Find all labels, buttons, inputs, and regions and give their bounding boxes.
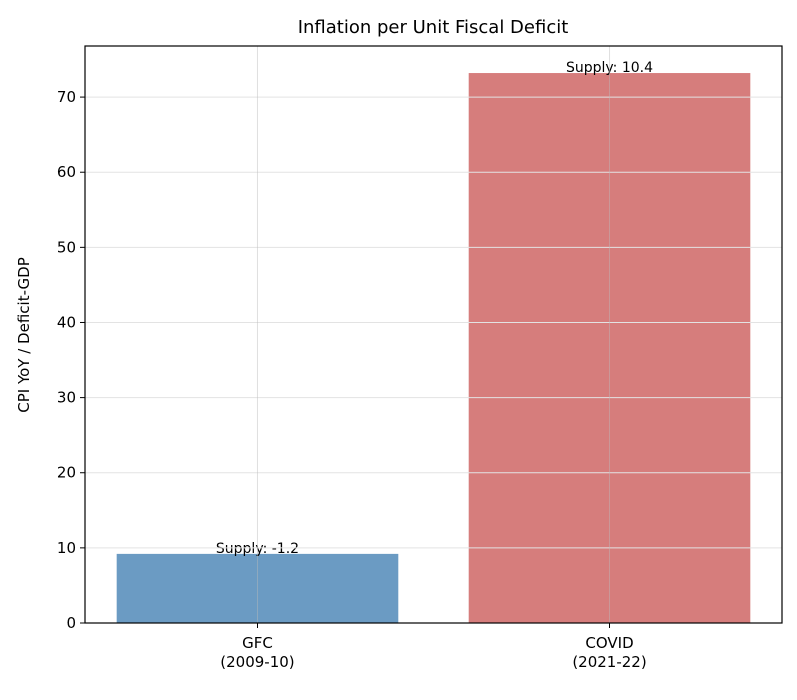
y-tick-label: 20 [57, 464, 76, 482]
y-tick-label: 10 [57, 539, 76, 557]
x-tick-label: COVID [585, 634, 633, 652]
bar-0 [116, 553, 399, 623]
bars: Supply: -1.2 Supply: 10.4 [116, 60, 751, 623]
bar-label: Supply: 10.4 [566, 60, 653, 76]
bar-label: Supply: -1.2 [216, 541, 299, 557]
y-tick-label: 60 [57, 163, 76, 181]
x-tick-label: (2021-22) [572, 653, 646, 671]
y-tick-label: 30 [57, 389, 76, 407]
plot-frame [84, 45, 783, 624]
bar-1 [468, 73, 751, 623]
y-tick-label: 70 [57, 88, 76, 106]
y-axis-label: CPI YoY / Deficit-GDP [15, 257, 33, 413]
y-tick-label: 0 [66, 614, 76, 632]
x-tick-label: (2009-10) [220, 653, 294, 671]
y-tick-label: 40 [57, 313, 76, 331]
ticks: 0 10 20 30 40 50 60 70 GFC(2009-10) COVID(2021-22… [57, 88, 647, 671]
y-tick-label: 50 [57, 238, 76, 256]
x-tick-label: GFC [242, 634, 273, 652]
chart-title: Inflation per Unit Fiscal Deficit [298, 17, 569, 38]
